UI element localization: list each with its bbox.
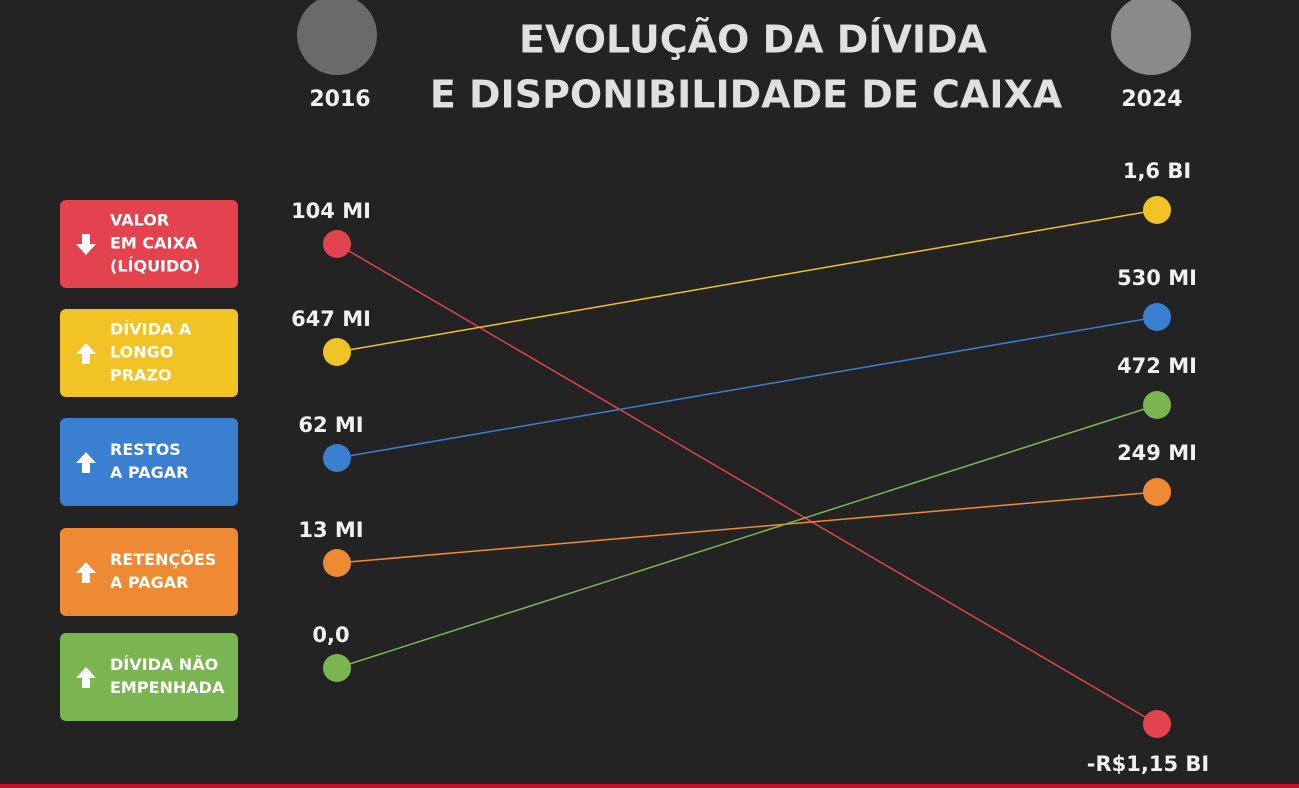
portrait-2016 — [297, 0, 377, 75]
dot-2016 — [323, 549, 351, 577]
slope-line — [336, 243, 1158, 725]
dot-2016 — [323, 444, 351, 472]
legend-box — [60, 633, 238, 721]
legend-text: VALOR — [110, 211, 169, 230]
legend-box — [60, 200, 238, 288]
legend-box — [60, 418, 238, 506]
title: EVOLUÇÃO DA DÍVIDA — [519, 18, 988, 62]
dot-2016 — [323, 230, 351, 258]
value-label-2024: 472 MI — [1117, 354, 1197, 378]
portrait-2024 — [1111, 0, 1191, 75]
value-label-2024: 530 MI — [1117, 266, 1197, 290]
value-label-2016: 104 MI — [291, 199, 371, 223]
legend-text: PRAZO — [110, 366, 172, 385]
dot-2016 — [323, 338, 351, 366]
arrow-up — [76, 343, 96, 364]
slope-line — [336, 316, 1158, 459]
legend-text: DÍVIDA A — [110, 320, 192, 339]
dot-2024 — [1143, 710, 1171, 738]
legend-text: EMPENHADA — [110, 678, 225, 697]
slope-line — [336, 491, 1158, 564]
legend-text: LONGO — [110, 343, 173, 362]
arrow-up — [76, 667, 96, 688]
legend-text: A PAGAR — [110, 463, 188, 482]
value-label-2016: 62 MI — [298, 413, 363, 437]
arrow-up — [76, 452, 96, 473]
legend-text: RETENÇÕES — [110, 550, 216, 569]
slope-line — [336, 209, 1158, 353]
year-label: 2016 — [309, 87, 370, 112]
legend-box — [60, 309, 238, 397]
value-label-2024: 1,6 BI — [1123, 159, 1191, 183]
value-label-2016: 13 MI — [298, 518, 363, 542]
value-label-2024: 249 MI — [1117, 441, 1197, 465]
legend-text: EM CAIXA — [110, 234, 198, 253]
value-label-2016: 0,0 — [312, 623, 349, 647]
dot-2024 — [1143, 303, 1171, 331]
title: E DISPONIBILIDADE DE CAIXA — [430, 73, 1063, 117]
value-label-2024: -R$1,15 BI — [1087, 752, 1209, 776]
bottom-bar — [0, 784, 1299, 788]
arrow-up — [76, 562, 96, 583]
slope-line — [336, 404, 1158, 669]
dot-2024 — [1143, 391, 1171, 419]
arrow-down — [76, 234, 96, 255]
legend-text: RESTOS — [110, 440, 181, 459]
dot-2016 — [323, 654, 351, 682]
year-label: 2024 — [1121, 87, 1182, 112]
dot-2024 — [1143, 478, 1171, 506]
legend-text: DÍVIDA NÃO — [110, 655, 218, 674]
value-label-2016: 647 MI — [291, 307, 371, 331]
dot-2024 — [1143, 196, 1171, 224]
legend-text: A PAGAR — [110, 573, 188, 592]
legend-box — [60, 528, 238, 616]
legend-text: (LÍQUIDO) — [110, 257, 200, 276]
